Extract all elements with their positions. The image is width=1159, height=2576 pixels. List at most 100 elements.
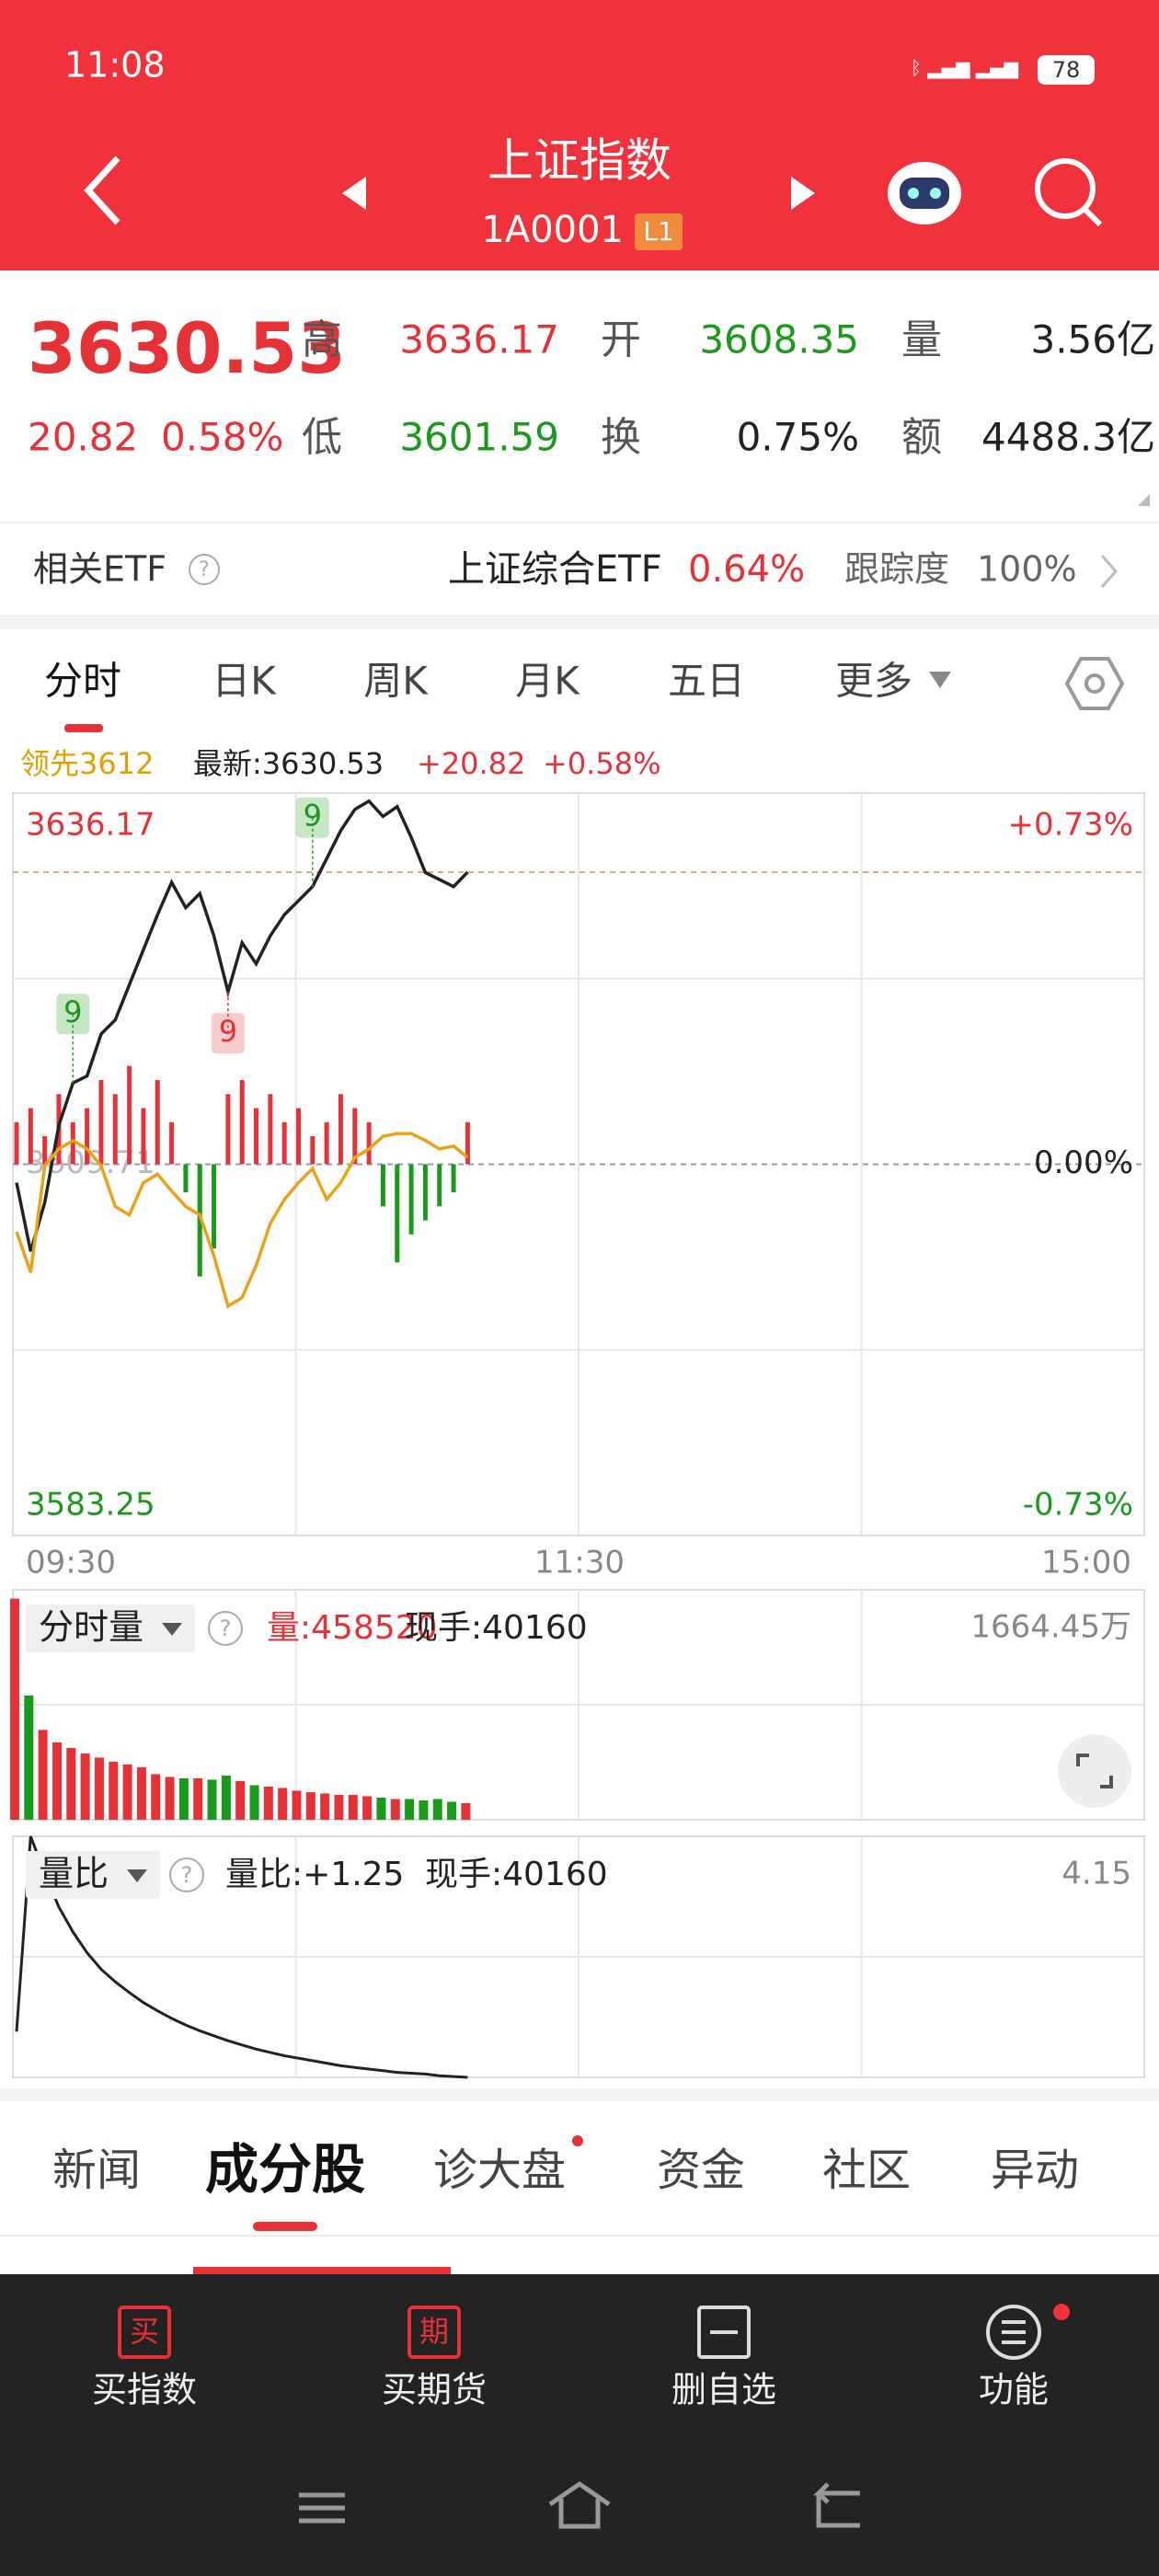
annotation: 9	[63, 995, 82, 1029]
back-button[interactable]	[84, 155, 120, 225]
tracking-label: 跟踪度	[844, 549, 949, 590]
indicator-select[interactable]	[26, 1851, 160, 1899]
x-tick-label: 11:30	[534, 1545, 625, 1581]
volume-bar	[292, 1790, 302, 1820]
change: 20.82	[28, 415, 138, 460]
volume-bar	[52, 1742, 62, 1820]
action-label[interactable]: 买期货	[382, 2370, 487, 2410]
stat-value: 0.75%	[737, 415, 859, 460]
bottom-tab-underline	[253, 2222, 317, 2231]
dropdown-arrow[interactable]	[162, 1623, 182, 1636]
indicator-value: 现手:40160	[425, 1856, 608, 1893]
tab-underline	[64, 724, 103, 732]
expand-mark[interactable]	[1138, 494, 1150, 506]
bottom-tab[interactable]: 社区	[822, 2145, 911, 2196]
stat-label: 高	[302, 316, 342, 363]
dropdown-arrow[interactable]	[127, 1869, 147, 1882]
robot-button[interactable]	[888, 162, 961, 224]
etf-label: 相关ETF	[33, 549, 166, 590]
indicator-name[interactable]: 分时量	[39, 1607, 143, 1648]
tab[interactable]: 分时	[44, 659, 121, 704]
line	[15, 1132, 469, 1309]
tab[interactable]: 日K	[212, 659, 277, 704]
status-signal: ᛒ ▂▄▆ ▂▄▆	[911, 57, 1019, 79]
volume-bar	[66, 1747, 76, 1820]
tab[interactable]: 周K	[363, 659, 429, 704]
bottom-tab[interactable]: 资金	[657, 2145, 745, 2196]
header-bg	[0, 0, 1159, 270]
momentum-bar	[395, 1164, 400, 1263]
volume-bar	[221, 1775, 231, 1820]
nav-menu[interactable]	[299, 2492, 345, 2524]
help-mark: ?	[220, 1616, 232, 1641]
x-tick-label: 15:00	[1041, 1545, 1131, 1581]
code: 1A0001	[481, 209, 624, 251]
annotation-badge	[56, 994, 90, 1035]
volume-bar	[348, 1794, 358, 1820]
volume-bar	[376, 1797, 386, 1820]
stat-value: 3636.17	[399, 317, 559, 362]
stat-label: 低	[302, 414, 342, 461]
action-icon	[1002, 2320, 1026, 2344]
momentum-bar	[85, 1108, 90, 1165]
action-icon-frame	[697, 2306, 751, 2359]
volume-bar	[390, 1799, 400, 1820]
momentum-bar	[422, 1164, 428, 1221]
bottom-tab[interactable]: 成分股	[205, 2138, 365, 2201]
annotation-badge	[295, 797, 329, 838]
indicator-value: 量:458520	[267, 1609, 438, 1647]
chevron[interactable]	[1100, 555, 1119, 588]
indicator-value: 量比:+1.25	[225, 1856, 404, 1893]
search-button[interactable]	[1035, 158, 1103, 227]
stat-value: 4488.3亿	[981, 415, 1155, 460]
bottom-bar	[0, 2274, 1159, 2576]
momentum-bar	[98, 1080, 104, 1165]
dropdown-arrow[interactable]	[929, 672, 951, 688]
bottom-tab[interactable]: 新闻	[52, 2145, 141, 2196]
tab[interactable]: 五日	[668, 659, 745, 704]
volume-bar	[109, 1761, 119, 1820]
momentum-bar	[352, 1108, 358, 1165]
nav-back[interactable]	[812, 2482, 860, 2528]
stat-label: 开	[601, 316, 641, 363]
momentum-bar	[296, 1108, 301, 1165]
settings-button[interactable]	[1064, 657, 1125, 710]
momentum-bar	[268, 1094, 273, 1165]
y-tick-label: 4.15	[1061, 1856, 1131, 1892]
fullscreen-button[interactable]	[1058, 1734, 1131, 1808]
momentum-bar	[183, 1164, 189, 1192]
bottom-tab[interactable]: 诊大盘	[433, 2145, 566, 2196]
action-label[interactable]: 功能	[979, 2370, 1049, 2410]
help-icon[interactable]	[169, 1857, 204, 1892]
help-icon[interactable]	[208, 1611, 243, 1646]
battery-level: 78	[1052, 57, 1081, 83]
nav-home[interactable]	[548, 2480, 611, 2529]
momentum-bar	[225, 1094, 231, 1165]
etf-name[interactable]: 上证综合ETF	[448, 548, 662, 591]
volume-bar	[278, 1788, 288, 1820]
action-icon: 买	[130, 2314, 159, 2349]
next-button[interactable]	[791, 177, 815, 210]
help-icon[interactable]	[189, 554, 220, 585]
stat-label: 量	[901, 316, 942, 363]
action-label[interactable]: 买指数	[92, 2370, 197, 2410]
help-mark: ?	[181, 1862, 193, 1888]
annotation-badge	[211, 1013, 245, 1054]
momentum-bar	[70, 1121, 75, 1165]
action-icon-frame	[118, 2306, 171, 2359]
momentum-bar	[28, 1108, 33, 1165]
action-label[interactable]: 删自选	[671, 2370, 776, 2410]
indicator-select[interactable]	[26, 1604, 195, 1652]
indicator-name[interactable]: 量比	[39, 1854, 109, 1894]
lead: 领先3612	[20, 746, 154, 781]
bottom-tab[interactable]: 异动	[991, 2145, 1079, 2196]
prev-button[interactable]	[342, 177, 366, 210]
volume-bar	[432, 1799, 442, 1820]
tab[interactable]: 更多	[835, 659, 912, 704]
line	[15, 799, 469, 1252]
battery	[1038, 55, 1095, 85]
tracking: 100%	[977, 549, 1077, 590]
tab[interactable]: 月K	[515, 659, 580, 704]
momentum-bar	[380, 1164, 385, 1207]
volume-bar	[193, 1777, 203, 1820]
